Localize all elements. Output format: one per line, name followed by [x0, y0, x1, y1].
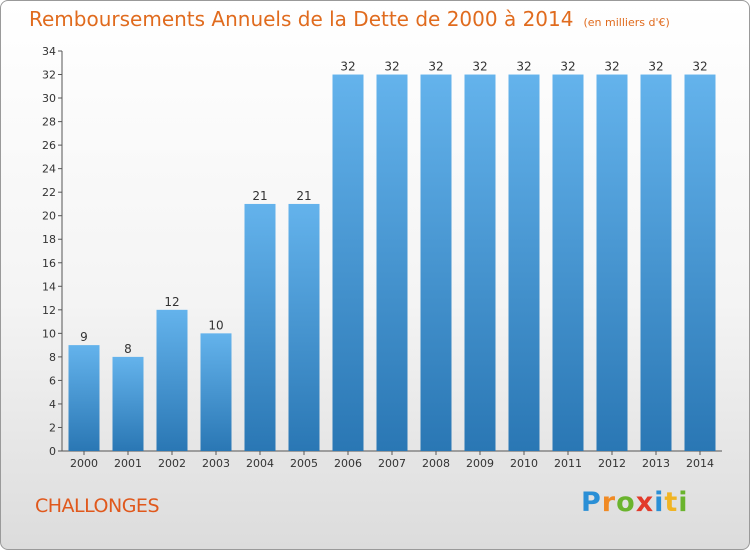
x-tick-label-2007: 2007	[378, 457, 406, 470]
y-tick-label: 16	[42, 257, 56, 270]
commune-name: CHALLONGES	[35, 495, 160, 517]
bar-2006	[332, 74, 364, 451]
value-label-2009: 32	[472, 60, 487, 74]
bar-2009	[464, 74, 496, 451]
bars	[68, 74, 716, 451]
value-label-2001: 8	[124, 342, 132, 356]
y-tick-label: 6	[49, 374, 56, 387]
proxiti-logo: Proxiti	[581, 487, 689, 518]
x-tick-label-2003: 2003	[202, 457, 230, 470]
y-tick-label: 10	[42, 327, 56, 340]
y-tick-label: 20	[42, 210, 56, 223]
x-tick-label-2014: 2014	[686, 457, 714, 470]
x-tick-label-2005: 2005	[290, 457, 318, 470]
chart-title: Remboursements Annuels de la Dette de 20…	[29, 7, 670, 31]
y-tick-label: 34	[42, 45, 56, 58]
x-tick-label-2004: 2004	[246, 457, 274, 470]
y-tick-label: 14	[42, 280, 56, 293]
y-tick-label: 22	[42, 186, 56, 199]
value-label-2002: 12	[164, 295, 179, 309]
x-tick-label-2000: 2000	[70, 457, 98, 470]
value-label-2007: 32	[384, 60, 399, 74]
bar-2003	[200, 333, 232, 451]
x-tick-label-2012: 2012	[598, 457, 626, 470]
bar-2012	[596, 74, 628, 451]
x-tick-label-2006: 2006	[334, 457, 362, 470]
x-tick-label-2001: 2001	[114, 457, 142, 470]
y-tick-label: 26	[42, 139, 56, 152]
value-label-2005: 21	[296, 189, 311, 203]
value-label-2013: 32	[648, 60, 663, 74]
y-tick-label: 4	[49, 398, 56, 411]
y-tick-label: 28	[42, 116, 56, 129]
bar-2000	[68, 345, 100, 451]
x-tick-label-2002: 2002	[158, 457, 186, 470]
value-label-2003: 10	[208, 318, 223, 332]
bar-2011	[552, 74, 584, 451]
value-label-2004: 21	[252, 189, 267, 203]
value-label-2006: 32	[340, 60, 355, 74]
x-tick-label-2010: 2010	[510, 457, 538, 470]
bar-2007	[376, 74, 408, 451]
x-tick-label-2008: 2008	[422, 457, 450, 470]
y-tick-label: 2	[49, 421, 56, 434]
bar-2008	[420, 74, 452, 451]
bar-2010	[508, 74, 540, 451]
value-labels: 9 8 12 10 21 21 32 32 32 32 32 32 32 32 32	[80, 60, 707, 356]
y-tick-label: 24	[42, 163, 56, 176]
value-label-2011: 32	[560, 60, 575, 74]
y-tick-label: 8	[49, 351, 56, 364]
bar-2004	[244, 203, 276, 451]
value-label-2014: 32	[692, 60, 707, 74]
bar-2014	[684, 74, 716, 451]
bar-2013	[640, 74, 672, 451]
y-tick-label: 32	[42, 69, 56, 82]
x-tick-label-2013: 2013	[642, 457, 670, 470]
x-tick-label-2009: 2009	[466, 457, 494, 470]
value-label-2012: 32	[604, 60, 619, 74]
value-label-2008: 32	[428, 60, 443, 74]
title-unit: (en milliers d'€)	[583, 16, 670, 29]
y-tick-label: 0	[49, 445, 56, 458]
y-tick-label: 12	[42, 304, 56, 317]
title-text: Remboursements Annuels de la Dette de 20…	[29, 7, 574, 31]
y-tick-label: 30	[42, 92, 56, 105]
bar-2001	[112, 356, 144, 451]
bar-2005	[288, 203, 320, 451]
bar-2002	[156, 309, 188, 451]
value-label-2010: 32	[516, 60, 531, 74]
x-tick-label-2011: 2011	[554, 457, 582, 470]
value-label-2000: 9	[80, 330, 88, 344]
y-tick-label: 18	[42, 233, 56, 246]
